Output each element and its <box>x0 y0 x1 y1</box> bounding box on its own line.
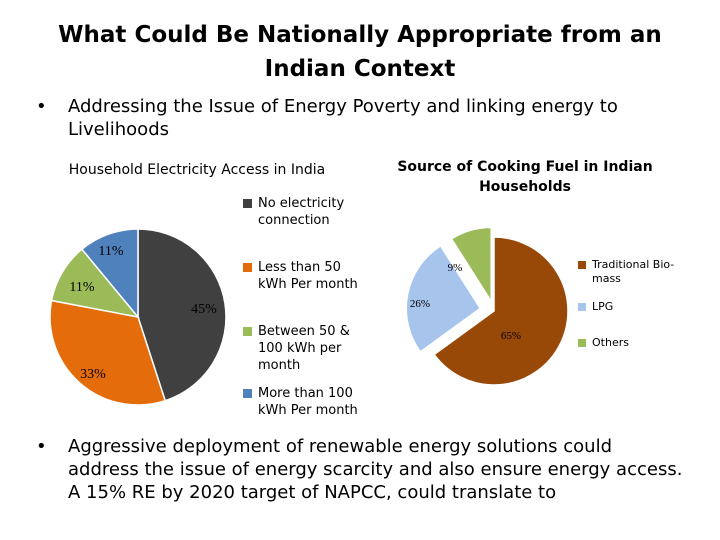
legend-swatch <box>243 263 252 272</box>
legend-item-between-50-100-kwh-per-month: Between 50 & 100 kWh per month <box>243 323 363 374</box>
pie-slice-lpg <box>405 244 482 353</box>
legend-label: More than 100 kWh Per month <box>258 386 358 418</box>
legend-item-more-than-100-kwh-per-month: More than 100 kWh Per month <box>243 385 363 419</box>
data-label-less-than-50-kwh-per-month: 33% <box>80 367 106 382</box>
bullet-marker: • <box>36 96 47 117</box>
legend-label: No electricity connection <box>258 196 345 228</box>
legend-item-others: Others <box>578 336 688 350</box>
electricity-chart-legend: No electricity connection Less than 50 kW… <box>243 195 363 435</box>
data-label-no-electricity-connection: 45% <box>191 302 217 317</box>
bullet-text: Addressing the Issue of Energy Poverty a… <box>68 96 618 140</box>
bullet-energy-poverty: • Addressing the Issue of Energy Poverty… <box>36 95 686 141</box>
cooking-fuel-chart-legend: Traditional Bio-mass LPG Others <box>578 258 688 358</box>
legend-swatch <box>578 339 586 347</box>
electricity-chart-title: Household Electricity Access in India <box>68 162 326 178</box>
data-label-more-than-100-kwh-per-month: 11% <box>98 244 123 259</box>
pie-slice-no-electricity-connection <box>137 228 227 402</box>
legend-label: Between 50 & 100 kWh per month <box>258 324 350 373</box>
pie-slice-traditional-bio-mass <box>433 236 569 386</box>
legend-swatch <box>243 389 252 398</box>
cooking-fuel-chart-title: Source of Cooking Fuel in Indian Househo… <box>397 159 653 195</box>
legend-label: LPG <box>592 300 614 313</box>
bullet-marker: • <box>36 436 47 457</box>
legend-swatch <box>578 261 586 269</box>
bullet-text: Aggressive deployment of renewable energ… <box>68 436 683 503</box>
legend-item-lpg: LPG <box>578 300 688 314</box>
legend-item-no-electricity-connection: No electricity connection <box>243 195 363 229</box>
legend-item-traditional-bio-mass: Traditional Bio-mass <box>578 258 688 286</box>
legend-label: Others <box>592 336 629 349</box>
pie-slice-others <box>450 226 492 304</box>
pie-slice-less-than-50-kwh-per-month <box>49 299 167 406</box>
legend-swatch <box>243 327 252 336</box>
data-label-others: 9% <box>448 262 463 274</box>
data-label-between-50-100-kwh-per-month: 11% <box>69 280 94 295</box>
legend-label: Traditional Bio-mass <box>592 258 675 285</box>
bullet-renewable-deployment: • Aggressive deployment of renewable ene… <box>36 435 686 504</box>
legend-swatch <box>243 199 252 208</box>
data-label-traditional-bio-mass: 65% <box>501 330 521 342</box>
data-label-lpg: 26% <box>410 298 430 310</box>
pie-slice-more-than-100-kwh-per-month <box>80 228 139 320</box>
slide-title: What Could Be Nationally Appropriate fro… <box>58 22 662 82</box>
legend-swatch <box>578 303 586 311</box>
legend-label: Less than 50 kWh Per month <box>258 260 358 292</box>
legend-item-less-than-50-kwh-per-month: Less than 50 kWh Per month <box>243 259 363 293</box>
